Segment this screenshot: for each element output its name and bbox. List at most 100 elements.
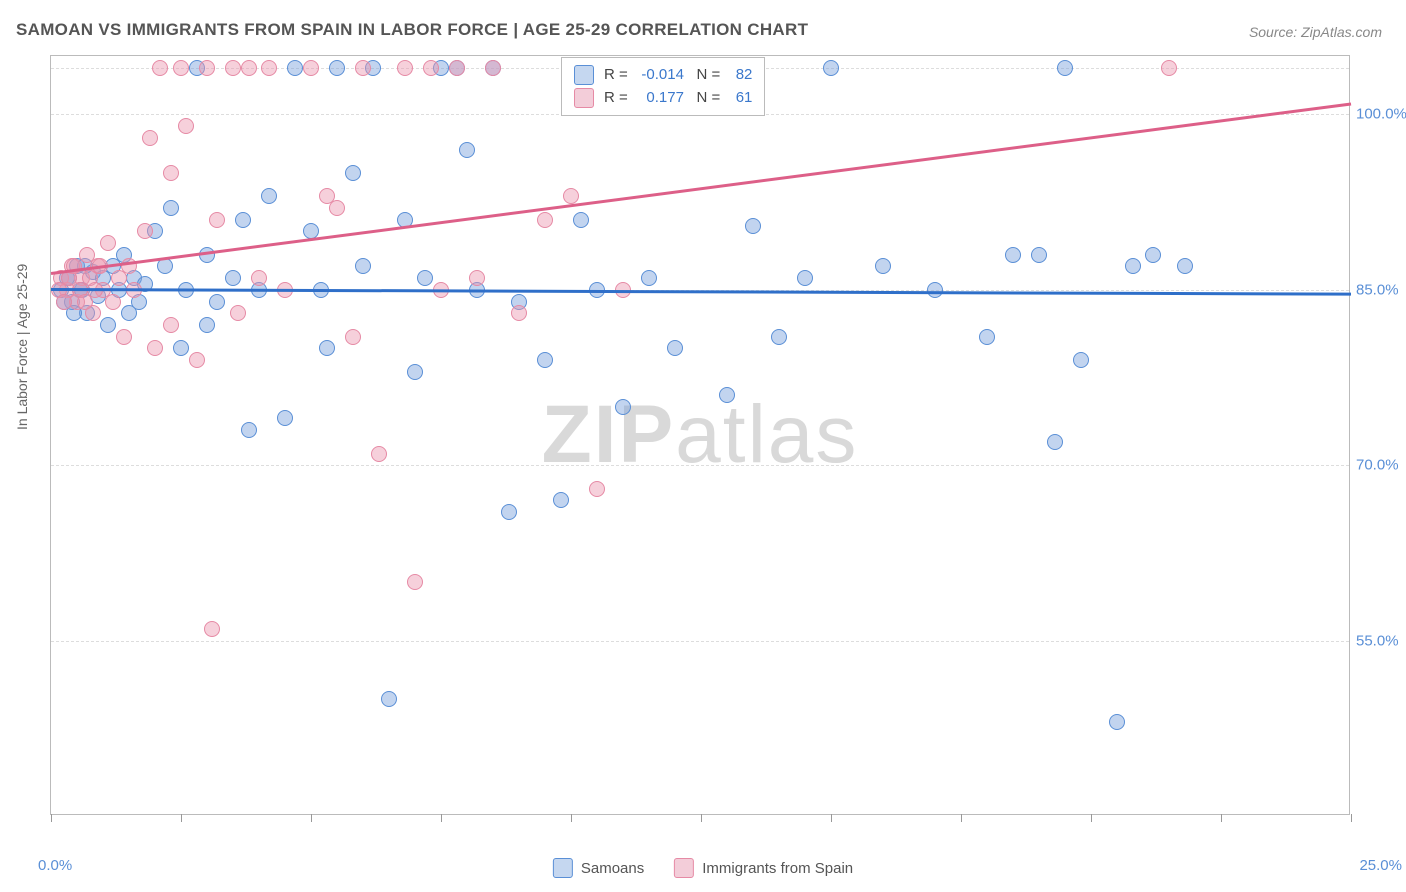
trend-line [51, 288, 1351, 295]
scatter-point [225, 60, 241, 76]
scatter-point [163, 317, 179, 333]
scatter-point [417, 270, 433, 286]
legend-item: Samoans [553, 858, 644, 878]
gridline [51, 465, 1349, 466]
scatter-point [501, 504, 517, 520]
x-axis-max-label: 25.0% [1359, 857, 1402, 874]
stats-row: R = -0.014 N = 82 [574, 64, 752, 87]
scatter-point [105, 294, 121, 310]
scatter-point [459, 142, 475, 158]
scatter-point [345, 165, 361, 181]
scatter-point [381, 691, 397, 707]
scatter-point [56, 294, 72, 310]
source-label: Source: ZipAtlas.com [1249, 24, 1382, 40]
scatter-point [261, 60, 277, 76]
scatter-point [1177, 258, 1193, 274]
y-axis-label: In Labor Force | Age 25-29 [14, 264, 30, 430]
y-tick-label: 100.0% [1356, 106, 1406, 123]
scatter-point [157, 258, 173, 274]
x-tick [51, 814, 52, 822]
x-tick [1091, 814, 1092, 822]
chart-container: SAMOAN VS IMMIGRANTS FROM SPAIN IN LABOR… [0, 0, 1406, 892]
scatter-point [573, 212, 589, 228]
x-tick [181, 814, 182, 822]
scatter-point [371, 446, 387, 462]
scatter-point [469, 270, 485, 286]
x-tick [701, 814, 702, 822]
scatter-point [1057, 60, 1073, 76]
scatter-point [142, 130, 158, 146]
scatter-point [100, 317, 116, 333]
scatter-point [875, 258, 891, 274]
scatter-point [1047, 434, 1063, 450]
legend-swatch [674, 858, 694, 878]
scatter-point [199, 60, 215, 76]
scatter-point [173, 340, 189, 356]
x-axis-min-label: 0.0% [38, 857, 72, 874]
stats-box: R = -0.014 N = 82R = 0.177 N = 61 [561, 57, 765, 116]
scatter-point [189, 352, 205, 368]
scatter-point [329, 200, 345, 216]
scatter-point [1109, 714, 1125, 730]
scatter-point [241, 422, 257, 438]
scatter-point [589, 481, 605, 497]
scatter-point [1145, 247, 1161, 263]
scatter-point [553, 492, 569, 508]
scatter-point [173, 60, 189, 76]
legend-label: Immigrants from Spain [702, 860, 853, 877]
scatter-point [345, 329, 361, 345]
scatter-point [137, 223, 153, 239]
scatter-point [423, 60, 439, 76]
x-tick [441, 814, 442, 822]
scatter-point [641, 270, 657, 286]
scatter-point [178, 118, 194, 134]
scatter-point [277, 410, 293, 426]
scatter-point [163, 200, 179, 216]
scatter-point [319, 340, 335, 356]
scatter-point [449, 60, 465, 76]
scatter-point [303, 60, 319, 76]
scatter-point [407, 364, 423, 380]
scatter-point [204, 621, 220, 637]
scatter-point [397, 60, 413, 76]
stats-row: R = 0.177 N = 61 [574, 87, 752, 110]
x-tick [311, 814, 312, 822]
scatter-point [407, 574, 423, 590]
scatter-point [355, 60, 371, 76]
gridline [51, 641, 1349, 642]
x-tick [571, 814, 572, 822]
scatter-point [230, 305, 246, 321]
scatter-point [615, 399, 631, 415]
scatter-point [199, 317, 215, 333]
scatter-point [287, 60, 303, 76]
scatter-point [261, 188, 277, 204]
x-tick [1221, 814, 1222, 822]
scatter-point [251, 270, 267, 286]
scatter-point [235, 212, 251, 228]
scatter-point [1073, 352, 1089, 368]
scatter-point [667, 340, 683, 356]
x-tick [961, 814, 962, 822]
scatter-point [1005, 247, 1021, 263]
legend-item: Immigrants from Spain [674, 858, 853, 878]
scatter-point [771, 329, 787, 345]
y-tick-label: 70.0% [1356, 457, 1406, 474]
scatter-point [927, 282, 943, 298]
x-tick [1351, 814, 1352, 822]
y-tick-label: 85.0% [1356, 281, 1406, 298]
scatter-point [745, 218, 761, 234]
scatter-point [537, 212, 553, 228]
scatter-point [1161, 60, 1177, 76]
scatter-point [823, 60, 839, 76]
scatter-point [225, 270, 241, 286]
scatter-point [979, 329, 995, 345]
scatter-point [116, 329, 132, 345]
scatter-point [355, 258, 371, 274]
scatter-point [537, 352, 553, 368]
bottom-legend: Samoans Immigrants from Spain [553, 858, 853, 878]
scatter-point [241, 60, 257, 76]
scatter-point [563, 188, 579, 204]
scatter-point [511, 305, 527, 321]
legend-swatch [553, 858, 573, 878]
scatter-point [100, 235, 116, 251]
